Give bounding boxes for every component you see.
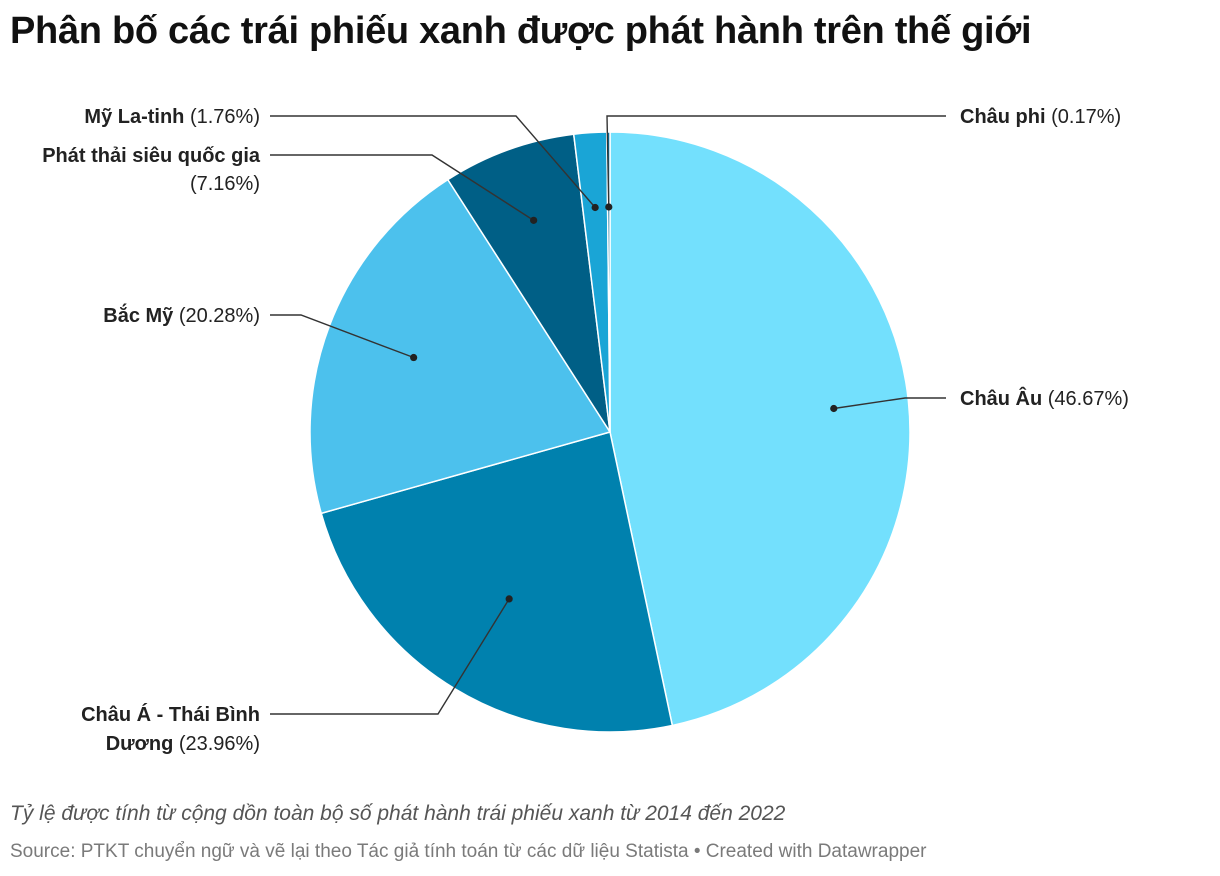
pie-slice-phat-thai-sieu-quoc-gia (446, 133, 611, 433)
chart-title: Phân bố các trái phiếu xanh được phát hà… (10, 10, 1032, 52)
slice-label-bac-my: Bắc Mỹ (20.28%) (103, 303, 260, 327)
leader-dot-chau-a-thai-binh-duong (505, 595, 513, 603)
leader-line-chau-a-thai-binh-duong (270, 598, 510, 715)
chart-source: Source: PTKT chuyển ngữ và vẽ lại theo T… (10, 841, 927, 862)
leader-line-chau-au (833, 397, 946, 410)
leader-dot-phat-thai-sieu-quoc-gia (530, 216, 538, 224)
pie-slice-chau-a-thai-binh-duong (320, 431, 674, 733)
chart-note: Tỷ lệ được tính từ cộng dồn toàn bộ số p… (10, 802, 786, 825)
slice-value-phat-thai-sieu-quoc-gia: (7.16%) (190, 173, 260, 195)
slice-label-chau-a-thai-binh-duong: Châu Á - Thái Bình (81, 703, 260, 726)
slice-labels: Châu Âu (46.67%) Châu Á - Thái Bình Dương … (42, 106, 1129, 755)
slice-label-chau-a-thai-binh-duong-line2: Dương (23.96%) (106, 733, 260, 755)
leader-line-chau-phi (606, 115, 946, 208)
leader-line-bac-my (270, 314, 414, 359)
leader-dot-chau-au (830, 404, 838, 413)
slice-label-my-la-tinh: Mỹ La-tinh (1.76%) (84, 106, 260, 128)
leader-line-my-la-tinh (270, 115, 596, 208)
slice-label-phat-thai-sieu-quoc-gia: Phát thải siêu quốc gia (42, 145, 261, 167)
pie-chart: Châu Âu (46.67%) Châu Á - Thái Bình Dương … (42, 106, 1129, 755)
slice-label-chau-au: Châu Âu (46.67%) (960, 386, 1129, 410)
leader-lines (270, 115, 946, 715)
slice-label-chau-phi: Châu phi (0.17%) (960, 106, 1121, 128)
leader-dot-chau-phi (605, 203, 613, 211)
pie-slices (309, 131, 911, 733)
leader-dot-bac-my (410, 353, 418, 362)
leader-dot-my-la-tinh (591, 203, 599, 212)
pie-slice-chau-au (609, 131, 911, 727)
leader-line-phat-thai-sieu-quoc-gia (270, 154, 535, 221)
